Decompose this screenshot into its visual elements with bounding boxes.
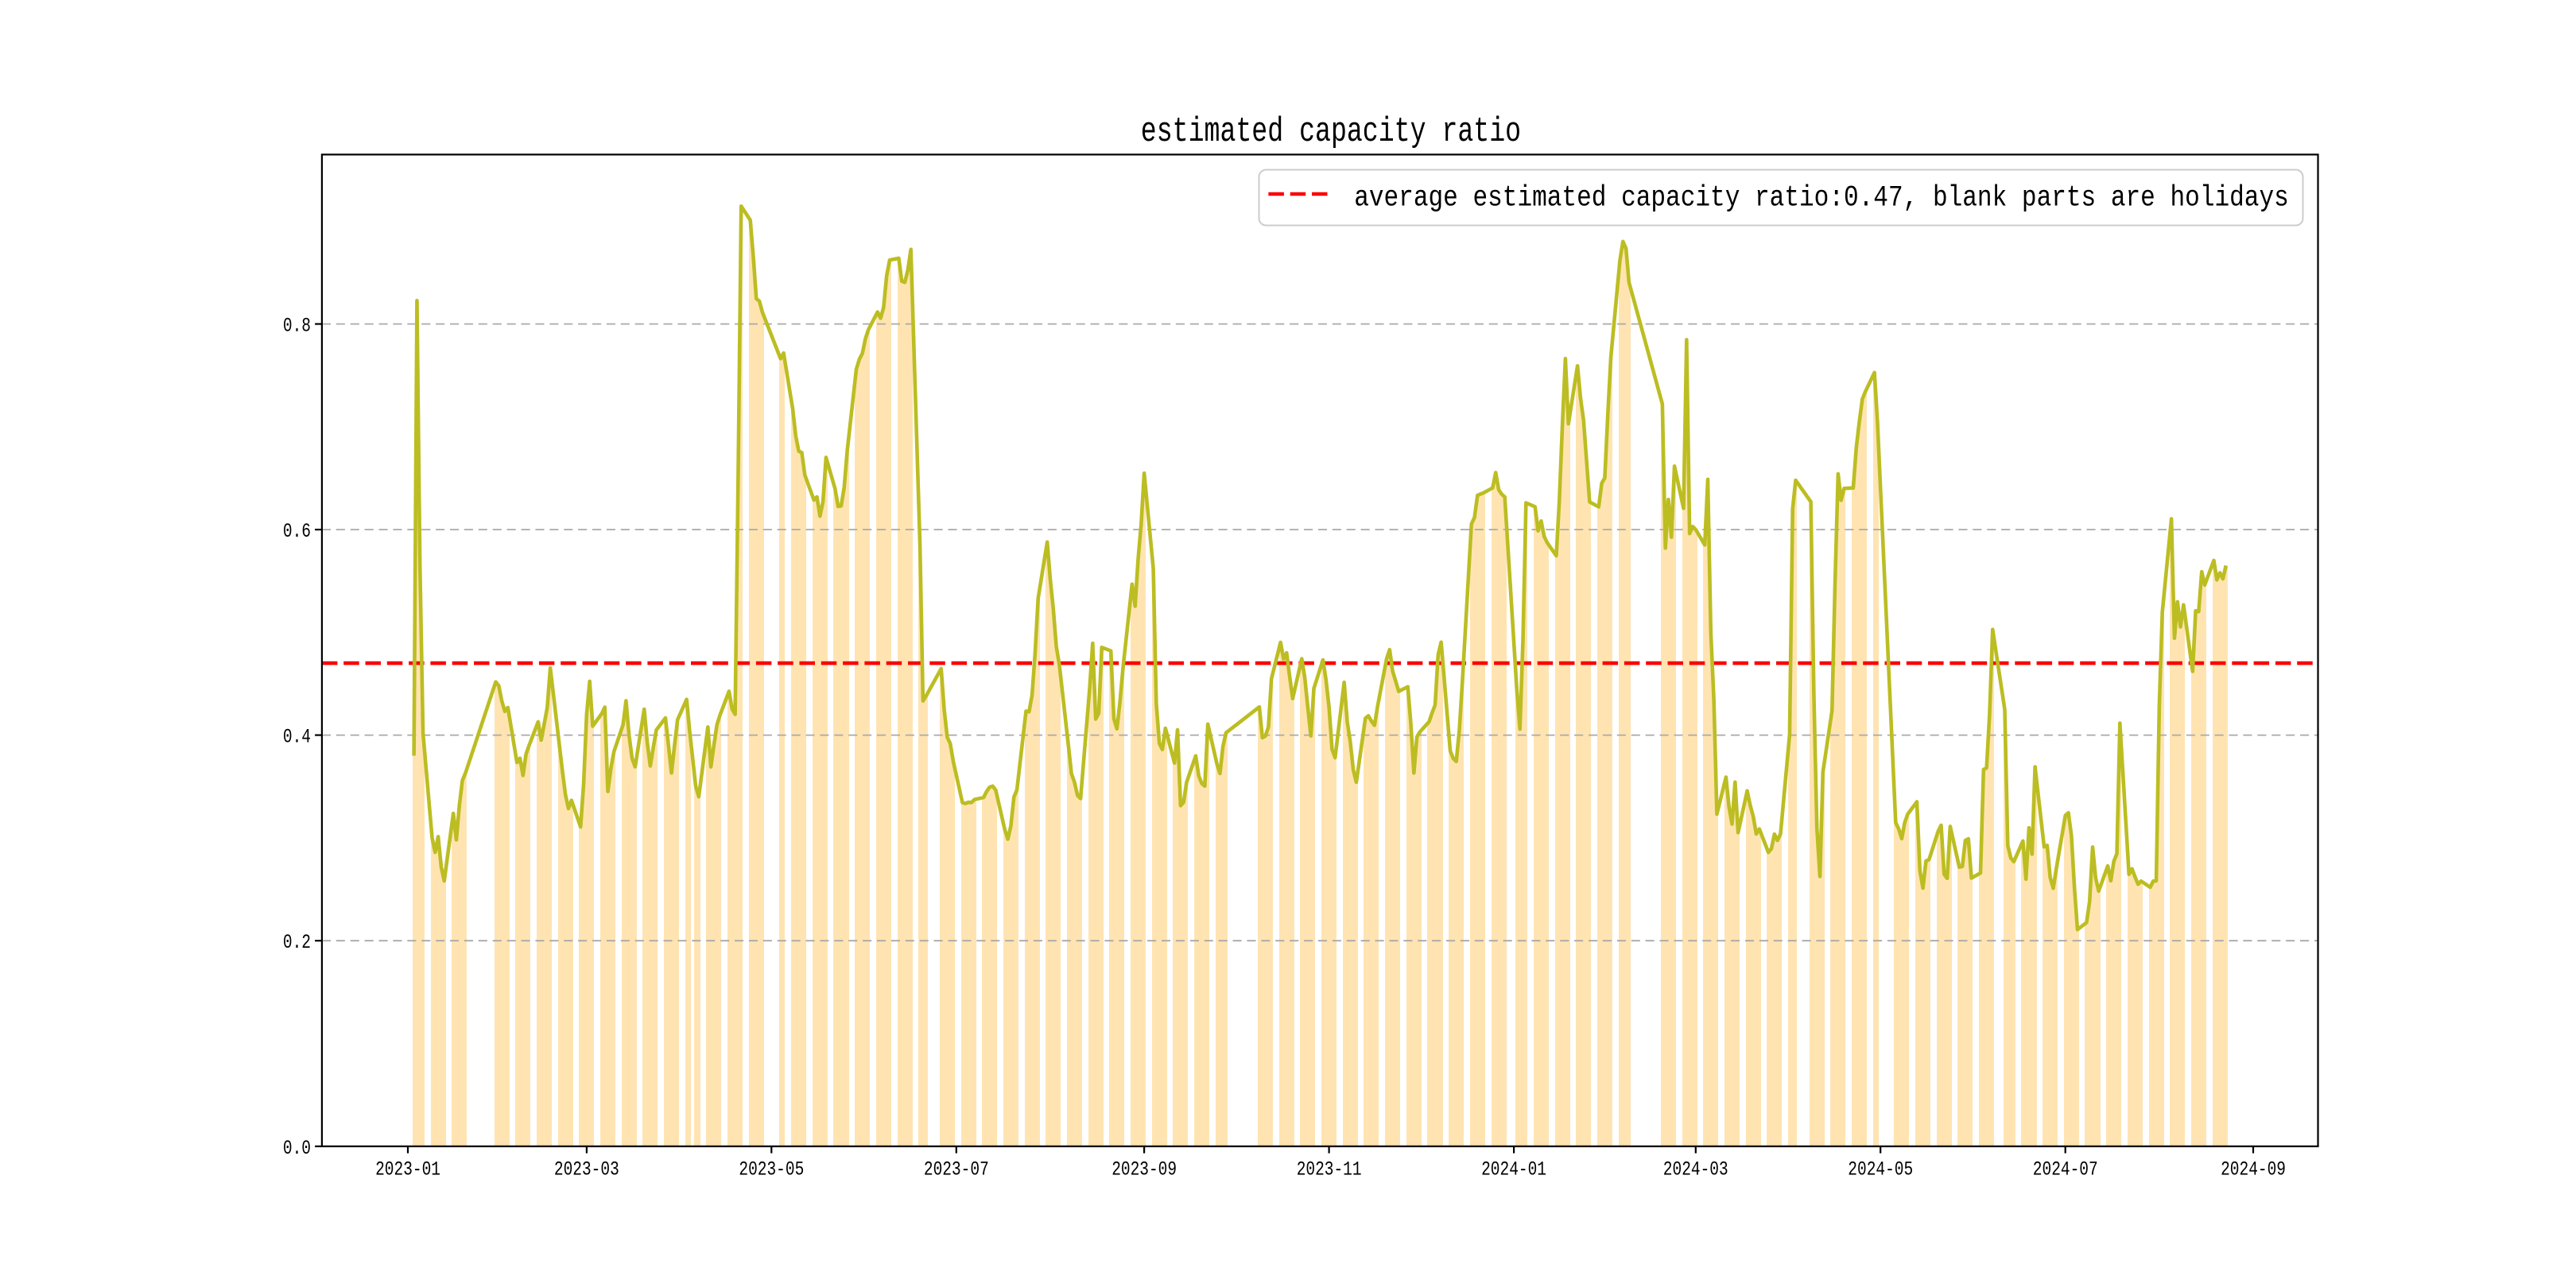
svg-text:0.6: 0.6 [283,520,311,543]
svg-text:2023-11: 2023-11 [1297,1158,1362,1181]
svg-text:average estimated capacity rat: average estimated capacity ratio:0.47, b… [1354,182,2289,215]
svg-text:2024-03: 2024-03 [1663,1158,1728,1181]
svg-text:2023-01: 2023-01 [375,1158,440,1181]
svg-text:2024-05: 2024-05 [1848,1158,1913,1181]
svg-text:estimated capacity ratio: estimated capacity ratio [1141,112,1521,152]
svg-text:2023-05: 2023-05 [739,1158,804,1181]
svg-text:2024-07: 2024-07 [2033,1158,2098,1181]
svg-text:2023-07: 2023-07 [924,1158,989,1181]
svg-text:2023-09: 2023-09 [1111,1158,1177,1181]
svg-text:0.0: 0.0 [283,1137,311,1160]
svg-text:2023-03: 2023-03 [554,1158,619,1181]
svg-text:0.2: 0.2 [283,931,311,954]
svg-text:0.8: 0.8 [283,315,311,338]
svg-text:2024-01: 2024-01 [1481,1158,1546,1181]
svg-text:0.4: 0.4 [283,726,311,749]
svg-text:2024-09: 2024-09 [2221,1158,2286,1181]
